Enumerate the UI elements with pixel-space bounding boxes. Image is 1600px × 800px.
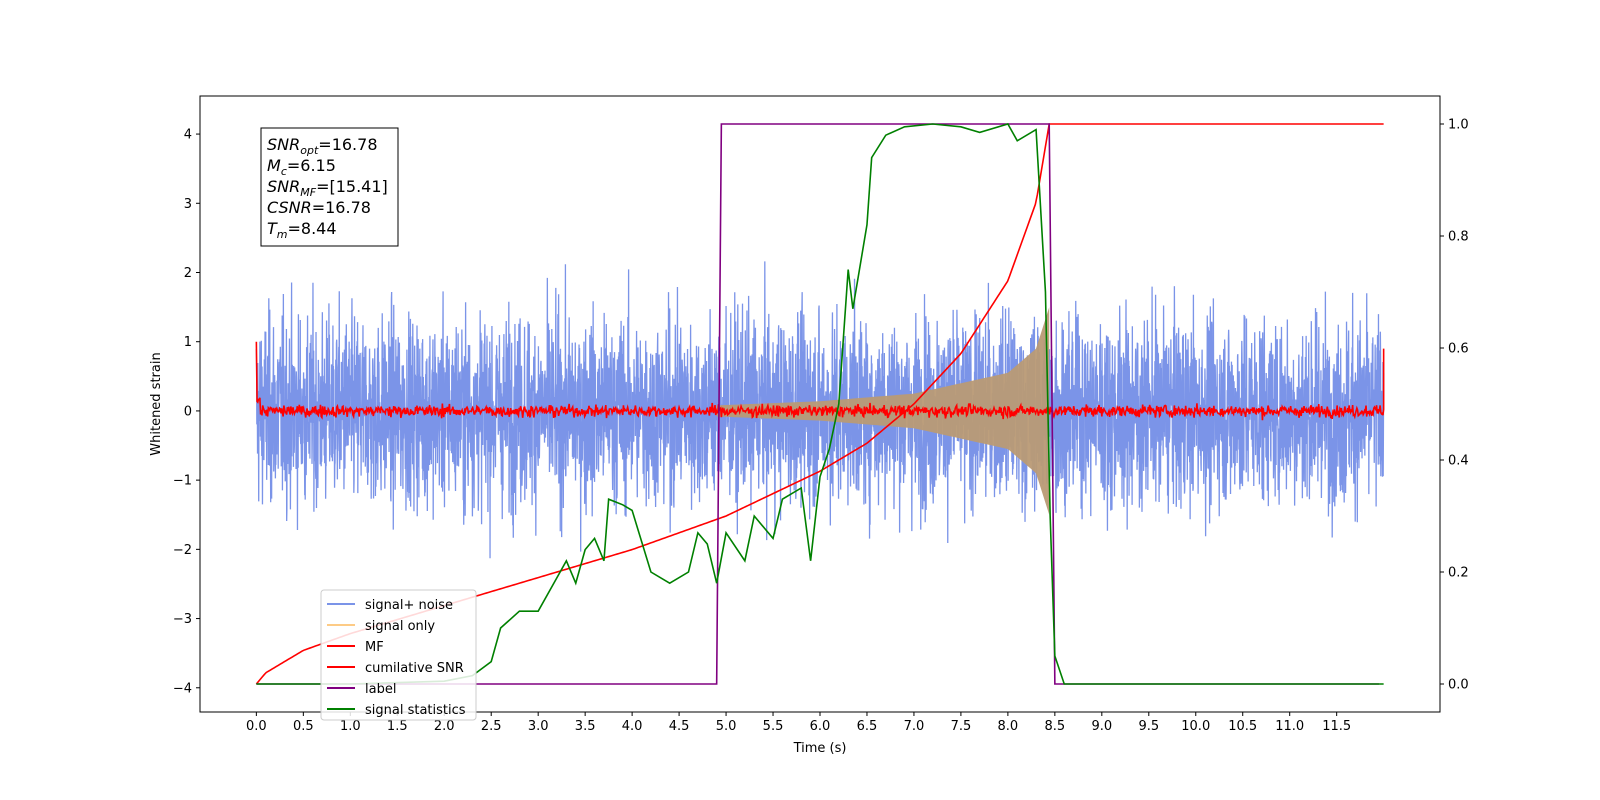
legend: signal+ noise signal only MF cumilative SNR…: [320, 589, 477, 721]
y-tick-label: 3: [184, 197, 192, 212]
annotation-box: SNRopt=16.78Mc=6.15SNRMF=[15.41]CSNR=16.…: [260, 127, 399, 247]
x-tick-label: 4.0: [622, 719, 643, 734]
y-tick-label: 0: [184, 404, 192, 419]
legend-label: signal+ noise: [365, 598, 453, 613]
legend-label: MF: [365, 640, 384, 655]
x-tick-label: 9.0: [1091, 719, 1112, 734]
x-tick-label: 9.5: [1138, 719, 1159, 734]
y2-tick-label: 0.4: [1448, 454, 1469, 469]
series-signal-noise: [255, 261, 1385, 559]
annotation-frame: [260, 127, 399, 247]
x-tick-label: 0.0: [246, 719, 267, 734]
legend-label: cumilative SNR: [365, 661, 464, 676]
y-tick-label: −1: [173, 474, 192, 489]
x-tick-label: 1.5: [387, 719, 408, 734]
annotation-line-snr_opt: SNRopt=16.78: [267, 135, 378, 157]
y-tick-label: −2: [173, 543, 192, 558]
y2-tick-label: 0.0: [1448, 678, 1469, 693]
x-tick-label: 6.5: [857, 719, 878, 734]
legend-label: signal only: [365, 619, 435, 634]
legend-label: label: [365, 682, 396, 697]
x-axis-label: Time (s): [793, 741, 847, 756]
x-tick-label: 3.5: [575, 719, 596, 734]
series-signal-statistics: [256, 123, 1384, 685]
x-tick-label: 7.5: [951, 719, 972, 734]
x-tick-label: 2.5: [481, 719, 502, 734]
ticks-layer: 0.0 0.5 1.0 1.5 2.0 2.5 3.0 3.5 4.0 4.5 5.0 5.5 6.0 6…: [173, 118, 1469, 735]
x-tick-label: 5.5: [763, 719, 784, 734]
annotation-line-csnr: CSNR=16.78: [267, 198, 371, 217]
x-tick-label: 8.5: [1045, 719, 1066, 734]
y-tick-label: 2: [184, 266, 192, 281]
y2-tick-label: 0.2: [1448, 566, 1469, 581]
y-tick-label: 1: [184, 335, 192, 350]
x-tick-label: 1.0: [340, 719, 361, 734]
y-axis-label: Whitened strain: [149, 352, 164, 455]
x-tick-label: 10.5: [1228, 719, 1257, 734]
legend-frame: [320, 589, 477, 721]
x-tick-label: 11.0: [1275, 719, 1304, 734]
x-tick-label: 6.0: [810, 719, 831, 734]
y-tick-label: −4: [173, 681, 192, 696]
y2-tick-label: 1.0: [1448, 118, 1469, 133]
series-mf: [255, 341, 1385, 421]
annotation-line-mc: Mc=6.15: [267, 156, 336, 178]
x-tick-label: 0.5: [293, 719, 314, 734]
legend-label: signal statistics: [365, 703, 466, 718]
x-tick-label: 8.0: [998, 719, 1019, 734]
y2-tick-label: 0.6: [1448, 342, 1469, 357]
x-tick-label: 2.0: [434, 719, 455, 734]
x-tick-label: 4.5: [669, 719, 690, 734]
x-tick-label: 7.0: [904, 719, 925, 734]
x-tick-label: 5.0: [716, 719, 737, 734]
x-tick-label: 10.0: [1181, 719, 1210, 734]
y2-tick-label: 0.8: [1448, 230, 1469, 245]
annotation-line-tm: Tm=8.44: [267, 219, 337, 241]
x-tick-label: 3.0: [528, 719, 549, 734]
y-tick-label: −3: [173, 612, 192, 627]
x-tick-label: 11.5: [1322, 719, 1351, 734]
y-tick-label: 4: [184, 128, 192, 143]
annotation-line-snr_mf: SNRMF=[15.41]: [267, 177, 388, 199]
